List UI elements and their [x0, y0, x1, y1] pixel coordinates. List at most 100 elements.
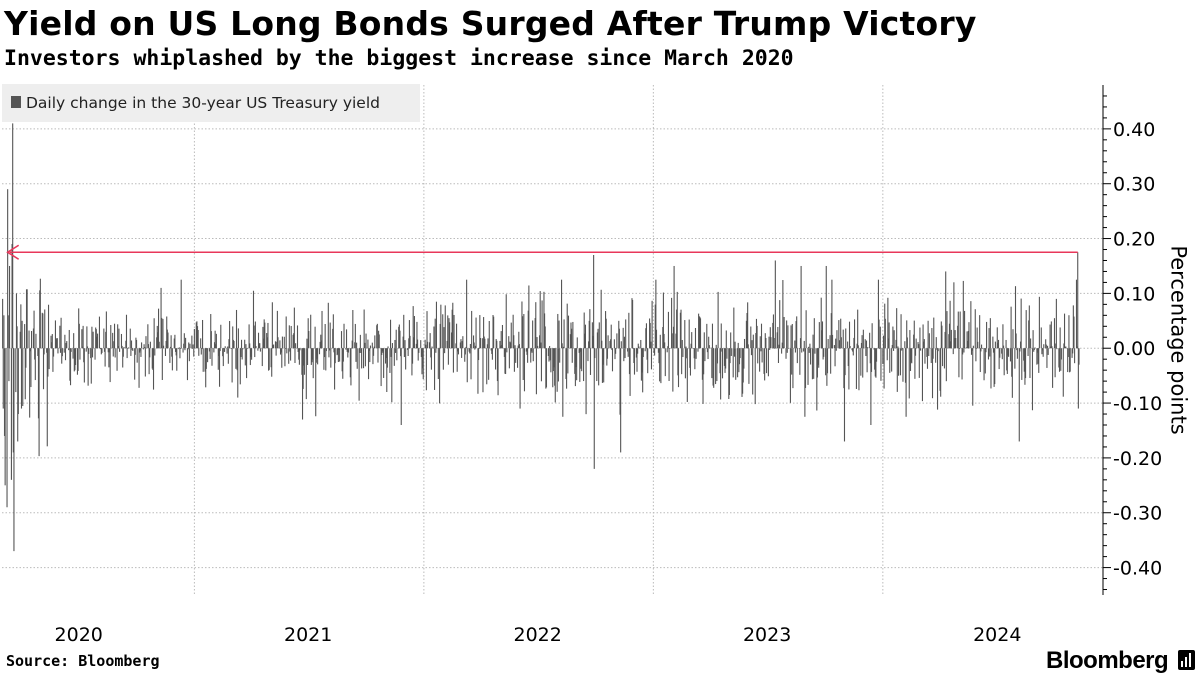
bar [381, 348, 383, 352]
bar [264, 322, 266, 349]
bar [255, 346, 257, 349]
bar [151, 348, 153, 369]
bar [760, 323, 763, 349]
bar [95, 329, 97, 349]
bar [189, 343, 191, 349]
bar [220, 324, 222, 349]
bar [163, 345, 165, 349]
bar [219, 348, 221, 352]
bar [398, 324, 400, 349]
bar [946, 311, 948, 349]
bar [561, 279, 563, 349]
bar [510, 342, 512, 349]
bar [276, 341, 278, 349]
bar [713, 348, 715, 388]
bar [508, 336, 510, 349]
bar [262, 326, 264, 349]
bar [860, 342, 863, 349]
bar [517, 348, 519, 368]
bar [711, 323, 714, 349]
bar [544, 313, 546, 349]
bar [720, 323, 722, 349]
bar [362, 348, 365, 369]
bar [690, 343, 692, 349]
bar [74, 348, 76, 371]
y-tick-label: -0.10 [1113, 393, 1162, 415]
bar [235, 348, 237, 369]
bar [90, 348, 92, 384]
bar [119, 348, 121, 352]
bar [764, 333, 766, 349]
bar [1036, 348, 1039, 353]
bar [865, 340, 868, 349]
bar [831, 334, 834, 349]
bar [246, 348, 248, 379]
bar [809, 343, 811, 349]
bar [406, 348, 409, 350]
bar [305, 348, 307, 400]
bar [215, 333, 217, 349]
bar [121, 345, 123, 349]
bar [857, 345, 859, 349]
bar [349, 348, 351, 378]
bar [720, 348, 722, 400]
bar [715, 348, 717, 385]
y-tick-label: 0.30 [1113, 174, 1155, 196]
bar [218, 348, 220, 357]
bar [1069, 348, 1071, 373]
bar [420, 348, 422, 357]
bar [909, 348, 912, 372]
bar [672, 348, 674, 392]
bar [575, 348, 577, 368]
bar [550, 348, 552, 373]
bar [122, 348, 124, 357]
bar [456, 323, 458, 349]
bar [153, 318, 155, 349]
bar [527, 348, 529, 363]
bar [402, 336, 404, 349]
bar [807, 348, 809, 385]
bar [201, 348, 203, 350]
bar [109, 348, 111, 383]
bar [940, 348, 942, 397]
bar [412, 348, 414, 364]
bar [971, 348, 973, 351]
bar [536, 337, 538, 349]
bar [210, 331, 212, 349]
bar [25, 348, 27, 368]
y-tick-label: -0.20 [1113, 448, 1162, 470]
bar [856, 343, 858, 349]
bar [185, 337, 187, 349]
bar [635, 348, 637, 358]
bar [645, 323, 647, 349]
bar [607, 335, 609, 349]
bar [257, 348, 259, 351]
bar [920, 348, 922, 351]
bar [944, 331, 946, 349]
bar [515, 348, 517, 363]
bar [569, 334, 571, 349]
bar [277, 337, 279, 349]
bar [801, 348, 803, 353]
bar [666, 348, 668, 353]
bar [769, 348, 771, 350]
bar [625, 319, 627, 349]
bar [750, 326, 752, 349]
bar [173, 338, 175, 349]
bar [52, 348, 54, 372]
bar [1019, 341, 1022, 349]
bar [972, 348, 974, 406]
bar [179, 348, 181, 359]
bar [1078, 348, 1080, 365]
bar [1009, 348, 1012, 362]
bar [495, 348, 497, 370]
bar [923, 341, 925, 349]
bar [640, 348, 642, 381]
bar [368, 348, 370, 351]
bar [598, 348, 600, 386]
bar [904, 348, 907, 383]
bar [571, 348, 573, 363]
bar [974, 309, 976, 349]
legend-entry-label: Daily change in the 30-year US Treasury … [26, 94, 380, 112]
bar [909, 330, 911, 349]
